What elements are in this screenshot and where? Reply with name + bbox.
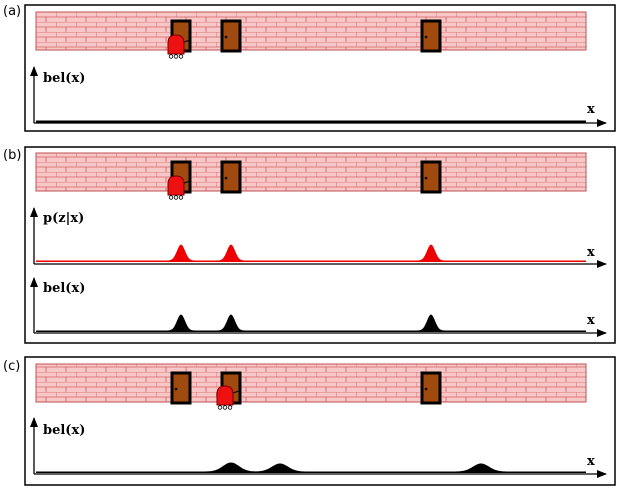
robot bbox=[167, 175, 192, 200]
panel-a: (a) bel(x) x bbox=[3, 4, 616, 132]
robot bbox=[216, 385, 241, 410]
y-axis-label: p(z|x) bbox=[43, 211, 84, 226]
panel-b: (b) p(z|x) x bbox=[3, 146, 616, 344]
door-2 bbox=[220, 160, 242, 194]
x-axis-label: x bbox=[587, 245, 595, 260]
corridor-wall bbox=[35, 11, 587, 51]
belief-curve bbox=[36, 462, 586, 473]
observation-likelihood-plot: p(z|x) x bbox=[30, 207, 607, 268]
corridor-wall bbox=[35, 152, 587, 192]
panel-tag: (a) bbox=[3, 4, 21, 19]
door-1 bbox=[170, 371, 192, 405]
x-axis-label: x bbox=[587, 313, 595, 328]
y-axis-label: bel(x) bbox=[43, 423, 85, 438]
x-axis-label: x bbox=[587, 454, 595, 469]
door-3 bbox=[420, 19, 442, 53]
door-3 bbox=[420, 160, 442, 194]
door-2 bbox=[220, 19, 242, 53]
belief-plot: bel(x) x bbox=[30, 417, 607, 478]
panel-tag: (c) bbox=[3, 359, 20, 374]
x-axis-label: x bbox=[587, 102, 595, 117]
corridor-wall bbox=[35, 363, 587, 403]
door-3 bbox=[420, 371, 442, 405]
belief-curve bbox=[36, 120, 586, 123]
panel-tag: (b) bbox=[3, 148, 21, 163]
y-axis-label: bel(x) bbox=[43, 71, 85, 86]
panel-c: (c) bel(x) x bbox=[3, 356, 616, 486]
belief-plot: bel(x) x bbox=[30, 277, 607, 337]
belief-plot: bel(x) x bbox=[30, 66, 607, 127]
y-axis-label: bel(x) bbox=[43, 281, 85, 296]
robot bbox=[167, 34, 192, 59]
